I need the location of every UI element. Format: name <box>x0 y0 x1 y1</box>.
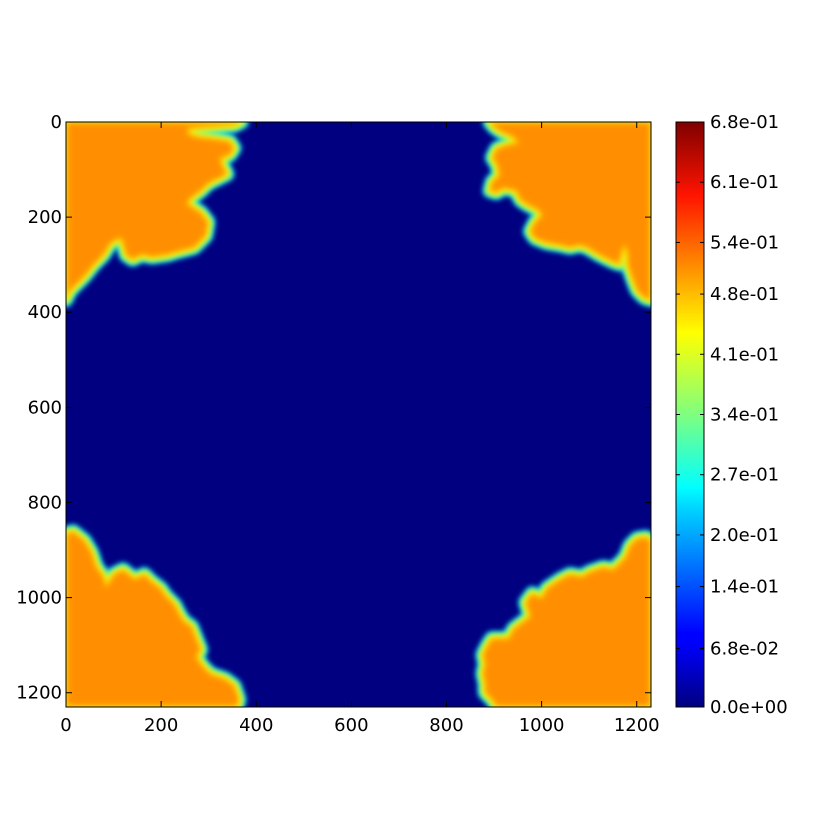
colorbar-tick-label: 4.8e-01 <box>710 284 779 305</box>
colorbar-tick-label: 4.1e-01 <box>710 344 779 365</box>
y-tick-label: 800 <box>28 492 62 513</box>
colorbar-gradient <box>675 121 705 708</box>
colorbar-tick-label: 0.0e+00 <box>710 697 788 718</box>
y-tick-label: 400 <box>28 302 62 323</box>
x-tick-label: 600 <box>334 715 368 736</box>
colorbar-tick-label: 2.7e-01 <box>710 465 779 486</box>
colorbar-tick-label: 6.8e-02 <box>710 639 779 660</box>
heatmap-regions <box>66 122 651 707</box>
y-tick-label: 200 <box>28 207 62 228</box>
x-tick-label: 1000 <box>519 715 565 736</box>
colorbar-tick-label: 6.8e-01 <box>710 112 779 133</box>
y-tick-label: 1200 <box>16 683 62 704</box>
y-tick-label: 1000 <box>16 588 62 609</box>
x-tick-label: 1200 <box>614 715 660 736</box>
x-tick-label: 0 <box>60 715 71 736</box>
colorbar-tick-label: 5.4e-01 <box>710 232 779 253</box>
region-bottom-left <box>66 524 247 707</box>
plot-frame <box>65 121 652 708</box>
colorbar-tick-label: 6.1e-01 <box>710 172 779 193</box>
y-tick-label: 600 <box>28 397 62 418</box>
x-tick-label: 400 <box>239 715 273 736</box>
colorbar: 0.0e+00 6.8e-02 1.4e-01 2.0e-01 2.7e-01 3.4e-… <box>675 112 788 718</box>
heatmap-plot-area <box>65 121 652 708</box>
x-tick-label: 800 <box>429 715 463 736</box>
region-core <box>66 122 243 302</box>
colorbar-tick-label: 2.0e-01 <box>710 525 779 546</box>
colorbar-tick-label: 3.4e-01 <box>710 405 779 426</box>
y-axis: 0 200 400 600 800 1000 1200 <box>16 112 651 704</box>
region-top-left <box>66 122 249 307</box>
x-tick-label: 200 <box>144 715 178 736</box>
y-tick-label: 0 <box>51 112 62 133</box>
region-top-right <box>482 122 651 307</box>
region-bottom-right <box>475 530 651 707</box>
region-core <box>481 535 651 707</box>
region-core <box>66 530 241 707</box>
colorbar-ticks: 0.0e+00 6.8e-02 1.4e-01 2.0e-01 2.7e-01 3.4e-… <box>676 112 788 718</box>
x-axis: 0 200 400 600 800 1000 1200 <box>60 122 660 736</box>
region-core <box>488 122 651 302</box>
colorbar-tick-label: 1.4e-01 <box>710 577 779 598</box>
